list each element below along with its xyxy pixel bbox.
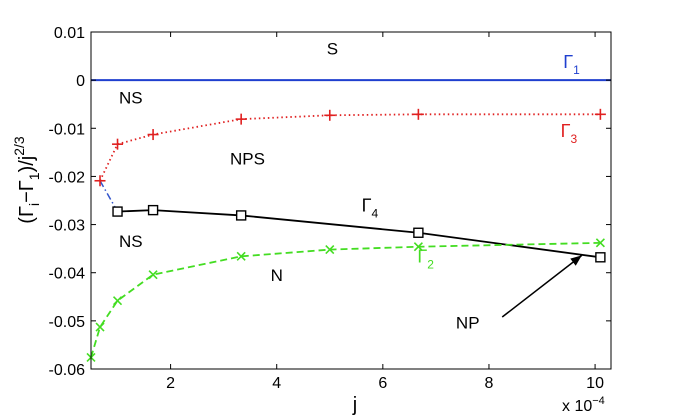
y-label-sub-1: 1 [26, 172, 42, 180]
data-point--2 [112, 296, 123, 306]
x-tick-label: 4 [272, 375, 281, 392]
series-line--4 [117, 209, 601, 259]
series-lines [90, 79, 611, 358]
region-label-ns: NS [119, 89, 143, 108]
data-point--3 [594, 108, 606, 120]
y-label-sub-i: i [26, 203, 42, 206]
annotation-arrow [501, 254, 583, 318]
axis-ticks: 2 4 6 8 10 0.01 0 -0.01 -0.02 -0.03 -0.04 -0.05 -0.0… [49, 25, 611, 392]
data-point--4 [413, 227, 424, 238]
region-label-ns: NS [119, 232, 143, 251]
y-tick-label: -0.04 [49, 266, 86, 283]
series-label--3: Γ3 [561, 121, 578, 146]
x-axis-label: j [352, 394, 357, 416]
x-exponent-base: x 10 [562, 398, 592, 415]
plot-frame [90, 31, 612, 370]
region-label-np: NP [456, 314, 480, 333]
data-point--2 [148, 270, 158, 280]
data-point--4 [595, 252, 606, 263]
region-label-nps: NPS [230, 149, 265, 168]
x-tick-label: 6 [378, 375, 387, 392]
y-tick-label: -0.03 [49, 218, 86, 235]
y-tick-label: -0.05 [49, 314, 86, 331]
x-tick-label: 2 [166, 375, 175, 392]
data-point--4 [112, 206, 123, 217]
series-line--2 [90, 241, 601, 358]
y-tick-label: -0.06 [49, 362, 86, 379]
data-point--3 [112, 138, 124, 150]
annotation-arrowhead [570, 255, 582, 266]
y-tick-label: 0 [76, 73, 85, 90]
series-markers [86, 108, 606, 363]
data-point--2 [413, 242, 423, 252]
data-point--3 [94, 175, 106, 187]
y-tick-label: 0.01 [54, 25, 85, 42]
series-label--2: Γ2 [417, 247, 434, 272]
y-tick-label: -0.02 [49, 169, 86, 186]
data-point--2 [236, 251, 246, 261]
data-point--3 [235, 113, 247, 125]
y-tick-label: -0.01 [49, 121, 86, 138]
data-point--3 [324, 109, 336, 121]
chart-labels: Γ1 Γ3 Γ4 Γ2 S NS NPS NS N NP [119, 40, 583, 333]
x-tick-label: 10 [586, 375, 604, 392]
region-label-s: S [327, 40, 338, 59]
data-point--4 [235, 210, 247, 221]
series-label--4: Γ4 [362, 196, 379, 221]
x-tick-label: 8 [485, 375, 494, 392]
series-line--3 [99, 113, 601, 182]
y-label-sup: 2/3 [11, 136, 27, 156]
data-point--2 [95, 322, 105, 332]
series-label--1: Γ1 [563, 52, 580, 77]
y-label-lead: (Γ [16, 206, 38, 224]
data-point--2 [325, 245, 335, 255]
data-point--2 [595, 238, 605, 248]
data-point--3 [412, 108, 424, 120]
data-point--4 [147, 204, 159, 216]
x-exponent-power: −4 [592, 395, 605, 407]
region-label-n: N [271, 266, 283, 285]
y-label-tail: )/j [16, 156, 38, 173]
x-axis-exponent: x 10−4 [562, 395, 605, 415]
y-label-mid: −Γ [16, 180, 38, 203]
y-axis-label: (Γi−Γ1)/j2/3 [11, 136, 42, 224]
data-point--3 [147, 129, 159, 141]
